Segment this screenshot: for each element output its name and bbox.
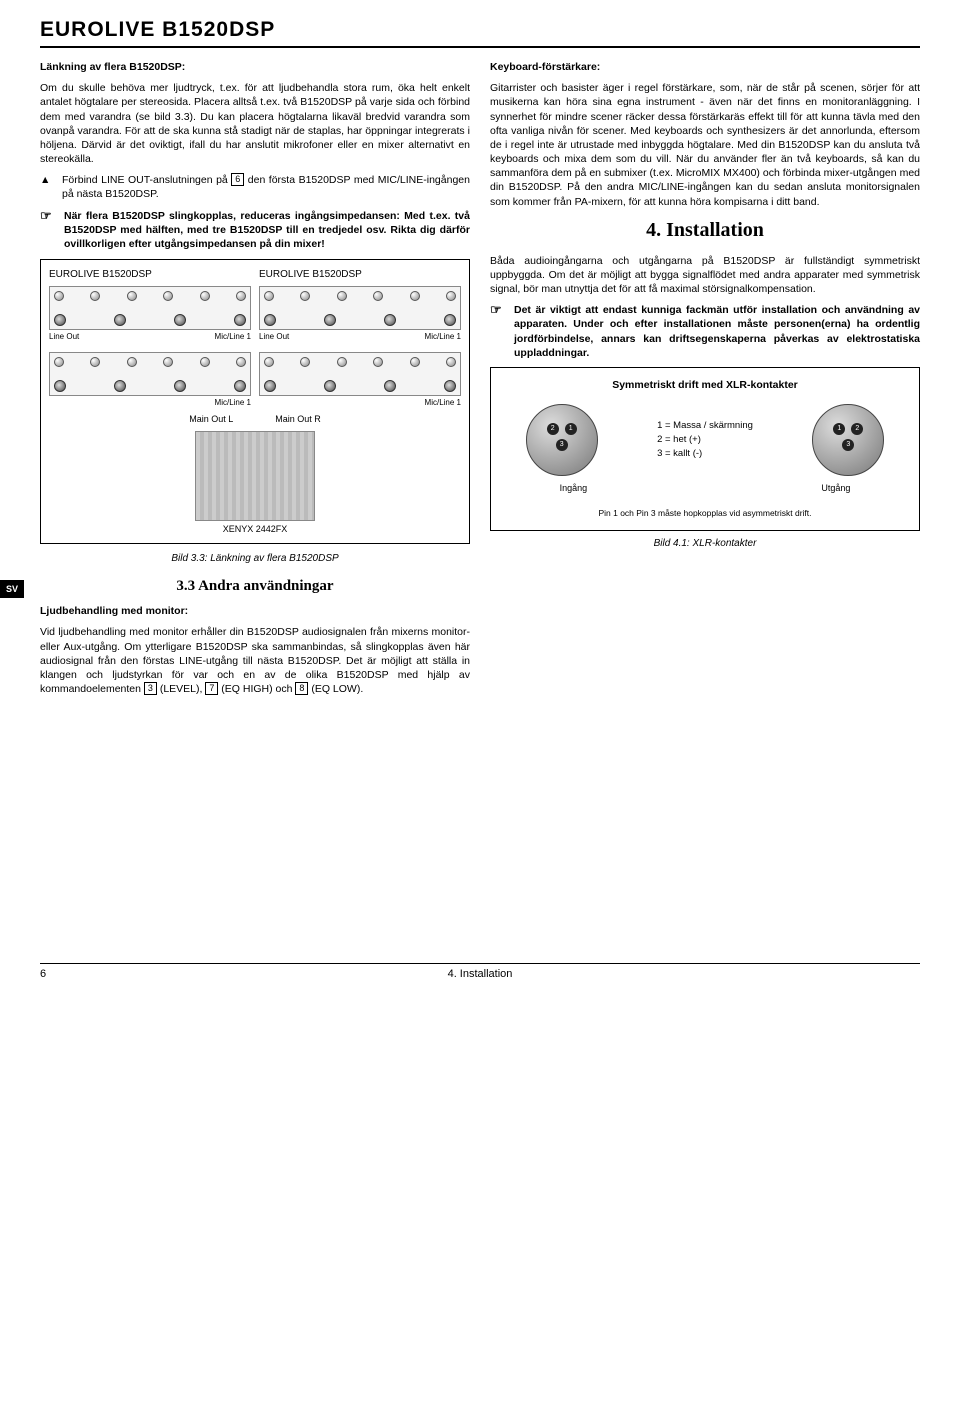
bullet-text-a: Förbind LINE OUT-anslutningen på bbox=[62, 174, 231, 186]
xlr-sublabels: Ingång Utgång bbox=[501, 482, 909, 494]
micline-label: Mic/Line 1 bbox=[215, 332, 251, 343]
micline-label: Mic/Line 1 bbox=[215, 398, 251, 409]
lineout-label: Line Out bbox=[259, 332, 289, 343]
title-rule bbox=[40, 46, 920, 48]
subsection-3-3-title: 3.3 Andra användningar bbox=[40, 576, 470, 596]
device-top-left: EUROLIVE B1520DSP Line Out Mic/Line 1 bbox=[49, 268, 251, 342]
right-column: Keyboard-förstärkare: Gitarrister och ba… bbox=[490, 60, 920, 703]
monitor-text-c: (EQ HIGH) och bbox=[218, 683, 295, 695]
impedance-note-text: När flera B1520DSP slingkopplas, reducer… bbox=[64, 209, 470, 252]
page-footer: 6 4. Installation bbox=[40, 963, 920, 980]
ref-num-3: 3 bbox=[144, 682, 157, 695]
keyboard-body: Gitarrister och basister äger i regel fö… bbox=[490, 81, 920, 209]
xlr-figure: Symmetriskt drift med XLR-kontakter 1 2 … bbox=[490, 367, 920, 531]
ref-num-8: 8 bbox=[295, 682, 308, 695]
hand-icon: ☞ bbox=[40, 209, 56, 252]
xlr-legend: 1 = Massa / skärmning 2 = het (+) 3 = ka… bbox=[657, 419, 753, 462]
keyboard-heading: Keyboard-förstärkare: bbox=[490, 60, 920, 74]
hand-icon: ☞ bbox=[490, 303, 506, 360]
monitor-text-b: (LEVEL), bbox=[157, 683, 205, 695]
xlr-pin-note: Pin 1 och Pin 3 måste hopkopplas vid asy… bbox=[501, 508, 909, 519]
device-row-2: Mic/Line 1 Mic/Line 1 bbox=[49, 352, 461, 409]
content-columns: Länkning av flera B1520DSP: Om du skulle… bbox=[40, 60, 920, 703]
figure-4-1-caption: Bild 4.1: XLR-kontakter bbox=[490, 537, 920, 551]
page-number: 6 bbox=[40, 968, 333, 980]
install-note-text: Det är viktigt att endast kunniga fackmä… bbox=[514, 303, 920, 360]
micline-label: Mic/Line 1 bbox=[425, 332, 461, 343]
bullet-connect-text: Förbind LINE OUT-anslutningen på 6 den f… bbox=[62, 173, 470, 201]
xlr-legend-1: 1 = Massa / skärmning bbox=[657, 419, 753, 433]
xlr-input-connector: 1 2 3 bbox=[526, 404, 598, 476]
ref-num-6: 6 bbox=[231, 173, 244, 186]
mixer-illustration bbox=[195, 431, 315, 521]
section-4-title: 4. Installation bbox=[490, 217, 920, 244]
device-label: EUROLIVE B1520DSP bbox=[259, 268, 461, 282]
triangle-icon: ▲ bbox=[40, 173, 54, 201]
ref-num-7: 7 bbox=[205, 682, 218, 695]
xlr-legend-3: 3 = kallt (-) bbox=[657, 447, 753, 461]
figure-3-3: EUROLIVE B1520DSP Line Out Mic/Line 1 EU… bbox=[40, 259, 470, 544]
mixer-caption: XENYX 2442FX bbox=[49, 523, 461, 535]
monitor-heading: Ljudbehandling med monitor: bbox=[40, 604, 470, 618]
device-panel bbox=[259, 352, 461, 396]
footer-section: 4. Installation bbox=[333, 968, 626, 980]
bullet-connect: ▲ Förbind LINE OUT-anslutningen på 6 den… bbox=[40, 173, 470, 201]
page-root: SV EUROLIVE B1520DSP Länkning av flera B… bbox=[0, 0, 960, 1000]
mainout-r-label: Main Out R bbox=[275, 413, 321, 425]
monitor-body: Vid ljudbehandling med monitor erhåller … bbox=[40, 625, 470, 696]
xlr-utgang-label: Utgång bbox=[821, 482, 850, 494]
install-paragraph: Båda audioingångarna och utgångarna på B… bbox=[490, 254, 920, 297]
product-title: EUROLIVE B1520DSP bbox=[40, 18, 920, 46]
xlr-output-connector: 1 2 3 bbox=[812, 404, 884, 476]
monitor-text-d: (EQ LOW). bbox=[308, 683, 363, 695]
device-label: EUROLIVE B1520DSP bbox=[49, 268, 251, 282]
language-tab: SV bbox=[0, 580, 24, 598]
impedance-note: ☞ När flera B1520DSP slingkopplas, reduc… bbox=[40, 209, 470, 252]
xlr-title: Symmetriskt drift med XLR-kontakter bbox=[501, 378, 909, 392]
device-bottom-left: Mic/Line 1 bbox=[49, 352, 251, 409]
left-column: Länkning av flera B1520DSP: Om du skulle… bbox=[40, 60, 470, 703]
install-note: ☞ Det är viktigt att endast kunniga fack… bbox=[490, 303, 920, 360]
lineout-label: Line Out bbox=[49, 332, 79, 343]
xlr-legend-2: 2 = het (+) bbox=[657, 433, 753, 447]
xlr-row: 1 2 3 1 = Massa / skärmning 2 = het (+) … bbox=[501, 404, 909, 476]
mainout-l-label: Main Out L bbox=[189, 413, 233, 425]
linking-paragraph: Om du skulle behöva mer ljudtryck, t.ex.… bbox=[40, 81, 470, 166]
device-panel bbox=[49, 286, 251, 330]
device-panel bbox=[259, 286, 461, 330]
device-bottom-right: Mic/Line 1 bbox=[259, 352, 461, 409]
figure-3-3-caption: Bild 3.3: Länkning av flera B1520DSP bbox=[40, 552, 470, 566]
device-panel bbox=[49, 352, 251, 396]
device-row-1: EUROLIVE B1520DSP Line Out Mic/Line 1 EU… bbox=[49, 268, 461, 342]
xlr-ingang-label: Ingång bbox=[560, 482, 588, 494]
linking-heading: Länkning av flera B1520DSP: bbox=[40, 60, 470, 74]
micline-label: Mic/Line 1 bbox=[425, 398, 461, 409]
device-top-right: EUROLIVE B1520DSP Line Out Mic/Line 1 bbox=[259, 268, 461, 342]
main-out-labels: Main Out L Main Out R bbox=[49, 413, 461, 425]
